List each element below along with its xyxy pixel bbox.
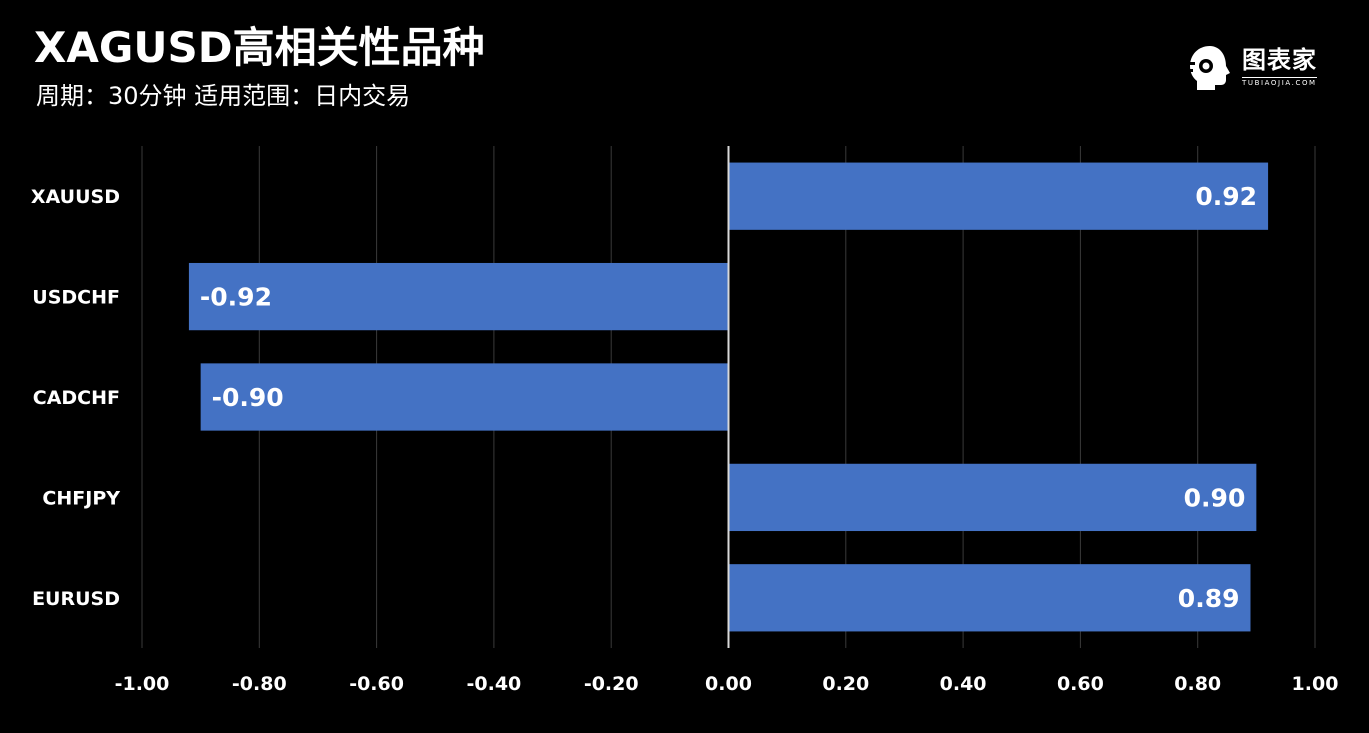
x-tick-label: -0.80 — [232, 673, 287, 695]
x-tick-label: -0.40 — [467, 673, 522, 695]
logo-text: 图表家 — [1242, 46, 1317, 74]
category-label: XAUUSD — [31, 186, 120, 208]
brand-logo: 图表家 TUBIAOJIA.COM — [1184, 42, 1334, 94]
x-tick-label: -1.00 — [115, 673, 170, 695]
x-tick-label: 0.20 — [822, 673, 869, 695]
category-label: CADCHF — [33, 387, 120, 409]
x-tick-label: 0.80 — [1174, 673, 1221, 695]
bar — [200, 363, 729, 431]
category-label: CHFJPY — [42, 487, 120, 509]
head-profile-icon — [1186, 46, 1230, 90]
data-label: 0.89 — [1178, 584, 1240, 613]
x-tick-label: -0.20 — [584, 673, 639, 695]
data-label: 0.90 — [1184, 483, 1246, 512]
data-label: 0.92 — [1195, 182, 1257, 211]
logo-subtext: TUBIAOJIA.COM — [1242, 77, 1317, 87]
x-tick-label: 0.00 — [705, 673, 752, 695]
x-tick-label: 1.00 — [1292, 673, 1339, 695]
data-label: -0.90 — [212, 383, 284, 412]
bar — [728, 162, 1269, 230]
bar — [188, 262, 729, 331]
x-tick-label: -0.60 — [349, 673, 404, 695]
x-tick-label: 0.40 — [940, 673, 987, 695]
category-label: USDCHF — [32, 287, 120, 309]
chart-title: XAGUSD高相关性品种 — [34, 23, 485, 72]
bar — [728, 463, 1257, 532]
x-tick-label: 0.60 — [1057, 673, 1104, 695]
bar — [728, 564, 1251, 632]
category-label: EURUSD — [32, 588, 120, 610]
data-label: -0.92 — [200, 283, 272, 312]
chart-subtitle: 周期：30分钟 适用范围：日内交易 — [36, 82, 411, 110]
